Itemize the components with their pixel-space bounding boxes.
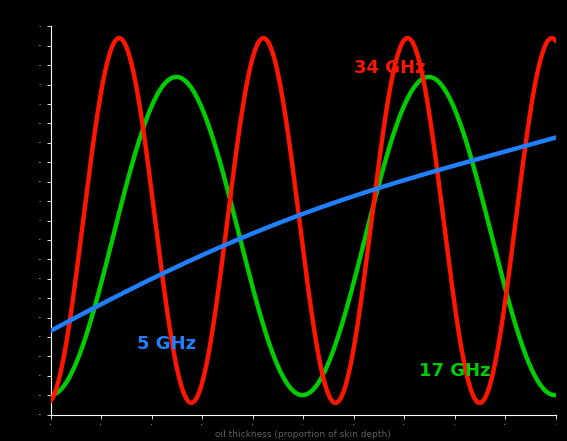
X-axis label: oil thickness (proportion of skin depth): oil thickness (proportion of skin depth) [215,430,391,439]
Text: 5 GHz: 5 GHz [137,335,196,352]
Text: 17 GHz: 17 GHz [420,362,491,380]
Text: 34 GHz: 34 GHz [354,59,425,77]
